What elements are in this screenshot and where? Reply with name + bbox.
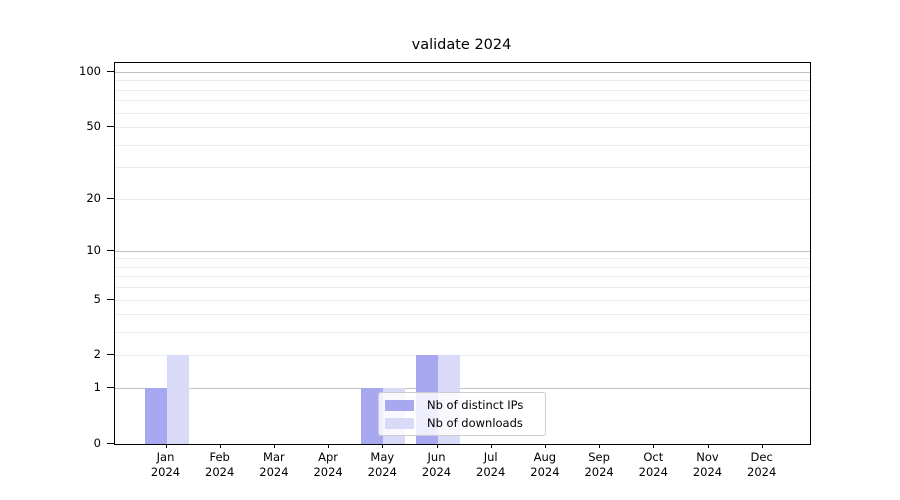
y-tick-label-20: 20 bbox=[86, 190, 101, 205]
x-tick-mark bbox=[382, 444, 384, 448]
x-tick-label-nov: Nov 2024 bbox=[692, 450, 723, 479]
bar-downloads-jan bbox=[166, 355, 189, 444]
y-tick-mark bbox=[107, 71, 114, 73]
x-tick-label-apr: Apr 2024 bbox=[313, 450, 343, 479]
x-tick-label-jan: Jan 2024 bbox=[150, 450, 181, 479]
x-tick-label-may: May 2024 bbox=[367, 450, 397, 479]
x-tick-mark bbox=[761, 444, 763, 448]
y-gridline-minor bbox=[115, 80, 810, 82]
y-tick-mark bbox=[107, 298, 114, 300]
y-gridline-minor bbox=[115, 276, 810, 278]
legend-item: Nb of distinct IPs bbox=[385, 396, 539, 414]
y-tick-label-1: 1 bbox=[93, 380, 101, 395]
x-tick-mark bbox=[707, 444, 709, 448]
x-tick-mark bbox=[544, 444, 546, 448]
y-gridline-minor bbox=[115, 100, 810, 102]
y-tick-mark bbox=[107, 126, 114, 128]
legend-swatch-downloads bbox=[385, 417, 414, 429]
y-gridline-minor bbox=[115, 198, 810, 200]
x-tick-mark bbox=[273, 444, 275, 448]
y-gridline-minor bbox=[115, 332, 810, 334]
y-gridline-major bbox=[115, 250, 810, 252]
y-gridline-major bbox=[115, 388, 810, 390]
y-gridline-minor bbox=[115, 258, 810, 260]
y-gridline-minor bbox=[115, 266, 810, 268]
y-tick-mark bbox=[107, 197, 114, 199]
legend: Nb of distinct IPs Nb of downloads bbox=[378, 392, 546, 436]
legend-swatch-distinct-ips bbox=[385, 399, 414, 411]
y-gridline-minor bbox=[115, 89, 810, 91]
x-tick-label-oct: Oct 2024 bbox=[638, 450, 668, 479]
chart-title: validate 2024 bbox=[411, 37, 512, 53]
plot-area bbox=[114, 62, 811, 445]
y-gridline-minor bbox=[115, 287, 810, 289]
x-tick-mark bbox=[490, 444, 492, 448]
x-tick-mark bbox=[653, 444, 655, 448]
x-tick-label-aug: Aug 2024 bbox=[530, 450, 560, 479]
y-gridline-minor bbox=[115, 355, 810, 357]
x-tick-label-feb: Feb 2024 bbox=[205, 450, 235, 479]
legend-label: Nb of downloads bbox=[427, 416, 523, 430]
y-tick-mark bbox=[107, 354, 114, 356]
y-tick-mark bbox=[107, 387, 114, 389]
y-tick-label-0: 0 bbox=[93, 436, 101, 450]
y-tick-label-50: 50 bbox=[86, 119, 101, 134]
y-tick-mark bbox=[107, 443, 114, 444]
x-tick-mark bbox=[436, 444, 438, 448]
y-tick-label-2: 2 bbox=[93, 347, 101, 362]
y-gridline-minor bbox=[115, 167, 810, 169]
x-tick-mark bbox=[219, 444, 221, 448]
x-tick-label-sep: Sep 2024 bbox=[584, 450, 614, 479]
x-tick-mark bbox=[328, 444, 330, 448]
y-tick-label-100: 100 bbox=[79, 64, 101, 79]
y-gridline-minor bbox=[115, 144, 810, 146]
y-tick-mark bbox=[107, 249, 114, 251]
y-tick-label-10: 10 bbox=[86, 242, 101, 257]
x-tick-label-mar: Mar 2024 bbox=[259, 450, 289, 479]
legend-item: Nb of downloads bbox=[385, 414, 539, 432]
x-tick-mark bbox=[599, 444, 601, 448]
y-gridline-minor bbox=[115, 299, 810, 301]
x-tick-label-jun: Jun 2024 bbox=[421, 450, 452, 479]
legend-label: Nb of distinct IPs bbox=[427, 398, 524, 412]
bar-distinct-ips-may bbox=[361, 388, 384, 444]
x-tick-label-jul: Jul 2024 bbox=[476, 450, 506, 479]
x-tick-mark bbox=[165, 444, 167, 448]
y-tick-label-5: 5 bbox=[93, 291, 101, 306]
y-gridline-minor bbox=[115, 314, 810, 316]
y-gridline-minor bbox=[115, 127, 810, 129]
y-gridline-minor bbox=[115, 112, 810, 114]
y-gridline-major bbox=[115, 72, 810, 74]
bar-distinct-ips-jan bbox=[144, 388, 167, 444]
x-tick-label-dec: Dec 2024 bbox=[747, 450, 777, 479]
